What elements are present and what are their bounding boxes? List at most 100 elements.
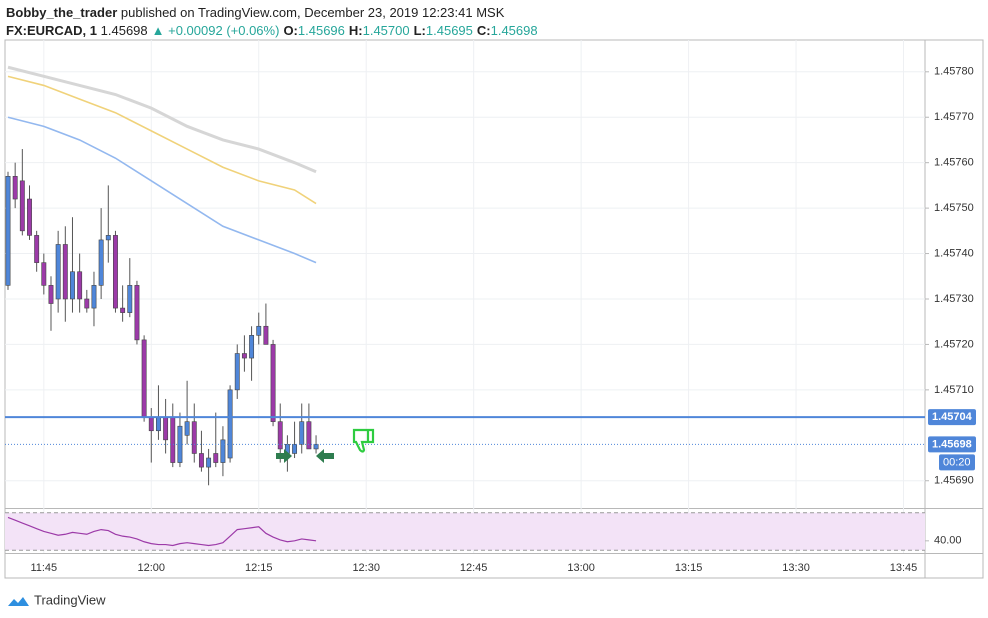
candle-body [313, 444, 319, 450]
candle-body [234, 353, 240, 391]
rsi-tick-label: 40.00 [934, 535, 962, 547]
ohlc-value: 1.45695 [425, 23, 473, 38]
ohlc-item: H:1.45700 [349, 23, 410, 38]
x-tick-label: 11:45 [30, 562, 57, 574]
y-tick-label: 1.45740 [934, 247, 974, 259]
candle-body [220, 439, 226, 463]
ohlc-value: 1.45700 [362, 23, 410, 38]
rsi-band [5, 512, 925, 551]
y-tick-label: 1.45730 [934, 293, 974, 305]
frame [4, 39, 984, 579]
candle-body [84, 298, 90, 309]
candle-body [170, 416, 176, 463]
candle-body [55, 244, 61, 300]
candle-body [270, 344, 276, 422]
candle-body [70, 271, 75, 300]
header: Bobby_the_trader published on TradingVie… [6, 4, 542, 40]
x-tick-label: 12:45 [460, 562, 488, 574]
candle-body [277, 421, 283, 450]
y-tick-label: 1.45780 [934, 66, 974, 78]
price-label-box [928, 409, 976, 426]
moving-average [7, 116, 317, 264]
candle-body [105, 235, 111, 241]
candle-body [213, 453, 219, 463]
countdown-box [939, 454, 975, 471]
candle-body [155, 416, 161, 432]
candle-body [134, 285, 140, 341]
x-tick-label: 13:30 [782, 562, 810, 574]
candle-body [34, 235, 40, 263]
candle-body [62, 244, 68, 300]
symbol: FX:EURCAD, 1 [6, 23, 98, 38]
moving-average [7, 75, 317, 205]
price-label: 1.45698 [932, 438, 972, 450]
arrow-icon [276, 449, 292, 463]
ohlc-value: 1.45698 [490, 23, 538, 38]
candle-body [263, 325, 269, 345]
y-tick-label: 1.45750 [934, 202, 974, 214]
price-label-box [928, 436, 976, 453]
published: published on TradingView.com, December 2… [120, 5, 505, 20]
author: Bobby_the_trader [6, 5, 118, 20]
logo [8, 597, 29, 606]
candle-body [198, 453, 204, 468]
x-tick-label: 12:30 [352, 562, 380, 574]
candle-body [163, 416, 169, 441]
candle-body [91, 285, 97, 309]
thumbs-down-icon [352, 428, 375, 453]
rsi-line [7, 516, 317, 547]
footer-brand: TradingView [34, 592, 106, 607]
price-label: 1.45704 [932, 411, 973, 423]
candle-body [19, 180, 25, 232]
candle-body [292, 444, 298, 454]
candle-body [256, 325, 262, 336]
candle-body [48, 285, 54, 304]
candle-body [127, 285, 133, 313]
ohlc-label: L: [413, 23, 426, 38]
change: ▲ +0.00092 (+0.06%) [151, 23, 280, 38]
y-tick-label: 1.45760 [934, 157, 974, 169]
candle-body [120, 307, 126, 313]
ohlc-item: C:1.45698 [477, 23, 538, 38]
candle-body [191, 421, 197, 454]
countdown: 00:20 [943, 456, 971, 468]
candle-body [241, 353, 247, 359]
candle-body [299, 421, 305, 445]
ohlc-label: O: [283, 23, 298, 38]
ohlc-label: H: [348, 23, 363, 38]
candle-body [98, 239, 104, 286]
candle-body [227, 389, 233, 459]
arrow-icon [316, 449, 334, 463]
candle-body [77, 271, 83, 300]
ohlc-item: O:1.45696 [283, 23, 344, 38]
y-tick-label: 1.45720 [934, 338, 974, 350]
header-line: FX:EURCAD, 1 1.45698 ▲ +0.00092 (+0.06%) O… [6, 22, 542, 40]
candle-body [184, 421, 190, 436]
candle-body [27, 198, 32, 236]
y-tick-label: 1.45710 [934, 384, 974, 396]
candle-body [206, 457, 212, 468]
ohlc-label: C: [476, 23, 491, 38]
candle-body [41, 262, 47, 286]
x-tick-label: 12:00 [138, 562, 166, 574]
ohlc-item: L:1.45695 [414, 23, 473, 38]
x-tick-label: 13:00 [567, 562, 595, 574]
candle-body [113, 235, 118, 309]
candle-body [12, 176, 18, 200]
x-tick-label: 13:45 [890, 562, 918, 574]
candle-body [141, 339, 147, 418]
x-tick-label: 13:15 [675, 562, 703, 574]
ohlc-value: 1.45696 [297, 23, 345, 38]
x-tick-label: 12:15 [245, 562, 273, 574]
candle-body [148, 416, 154, 432]
header-line: Bobby_the_trader published on TradingVie… [6, 4, 542, 22]
y-tick-label: 1.45770 [934, 111, 974, 123]
last-price: 1.45698 [100, 23, 148, 38]
candle-body [5, 176, 11, 286]
moving-average [7, 65, 317, 174]
y-tick-label: 1.45690 [934, 475, 974, 487]
candle-body [306, 421, 312, 450]
candle-body [249, 335, 255, 359]
